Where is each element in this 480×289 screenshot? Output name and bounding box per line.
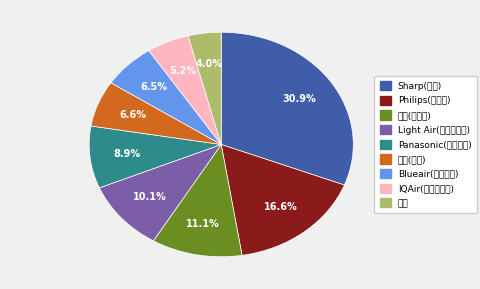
Wedge shape <box>148 36 221 144</box>
Wedge shape <box>91 83 221 144</box>
Text: 30.9%: 30.9% <box>282 94 316 104</box>
Wedge shape <box>111 51 221 144</box>
Text: 4.0%: 4.0% <box>195 59 222 69</box>
Text: 5.2%: 5.2% <box>169 66 196 76</box>
Wedge shape <box>221 32 352 185</box>
Wedge shape <box>188 32 221 144</box>
Wedge shape <box>89 126 221 188</box>
Text: 6.5%: 6.5% <box>140 82 167 92</box>
Text: 10.1%: 10.1% <box>132 192 166 202</box>
Text: 16.6%: 16.6% <box>264 202 297 212</box>
Text: 11.1%: 11.1% <box>186 219 220 229</box>
Wedge shape <box>221 144 344 255</box>
Wedge shape <box>153 144 241 257</box>
Text: 6.6%: 6.6% <box>119 110 146 120</box>
Wedge shape <box>99 144 221 241</box>
Legend: Sharp(샤프), Philips(필립스), 小米(샤오미), Light Air(라이트에어), Panasonic(파나소닉), 亚都(야두), Blu: Sharp(샤프), Philips(필립스), 小米(샤오미), Light … <box>373 76 476 213</box>
Text: 8.9%: 8.9% <box>113 149 140 159</box>
